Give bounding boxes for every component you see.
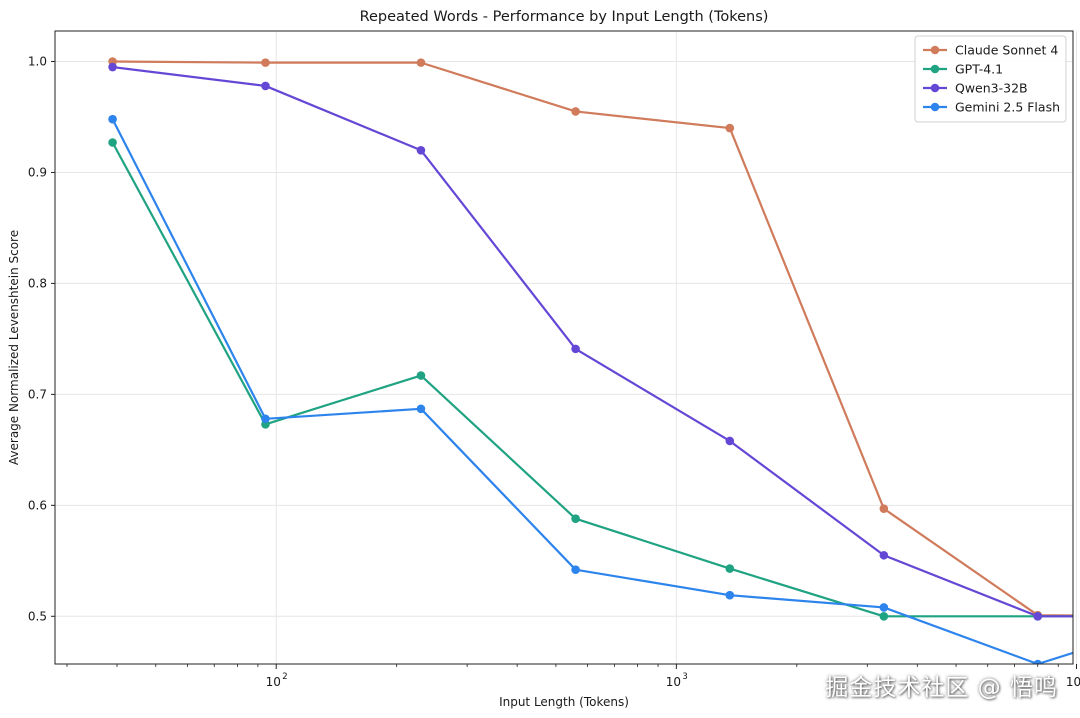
legend-entry-label: Qwen3-32B	[955, 81, 1028, 96]
legend-swatch-marker	[930, 64, 940, 74]
data-point-gpt-4-1	[725, 564, 735, 573]
data-point-qwen3-32b	[879, 550, 889, 560]
chart-title: Repeated Words - Performance by Input Le…	[360, 9, 769, 25]
watermark-text: 掘金技术社区 @ 悟鸣	[825, 675, 1058, 701]
y-tick-label: 0.6	[28, 498, 47, 512]
data-point-gpt-4-1	[571, 514, 580, 523]
data-point-gemini-2-5-flash	[416, 404, 426, 414]
x-tick-label: 10	[666, 675, 681, 689]
plot-frame	[54, 30, 1074, 665]
data-point-gemini-2-5-flash	[108, 114, 117, 124]
y-tick-label: 1.0	[28, 55, 47, 69]
data-point-qwen3-32b	[108, 62, 117, 72]
series-line-gemini-2-5-flash	[111, 118, 1073, 664]
data-point-qwen3-32b	[261, 81, 270, 91]
data-point-gemini-2-5-flash	[261, 414, 270, 424]
grid-lines	[55, 31, 1078, 664]
data-point-claude-sonnet-4	[879, 504, 889, 513]
y-tick-label: 0.9	[28, 165, 47, 179]
y-tick-label: 0.5	[28, 609, 47, 623]
data-point-qwen3-32b	[571, 344, 580, 354]
x-tick-exponent: 3	[682, 672, 687, 682]
data-point-qwen3-32b	[725, 436, 735, 446]
series-line-claude-sonnet-4	[112, 60, 1073, 617]
data-point-gpt-4-1	[108, 138, 117, 147]
x-tick-label: 10	[266, 675, 281, 689]
legend-swatch-marker	[930, 102, 940, 112]
y-tick-label: 0.8	[28, 276, 47, 290]
y-axis-label: Average Normalized Levenshtein Score	[7, 230, 21, 465]
legend-entry-label: Claude Sonnet 4	[955, 43, 1058, 58]
data-point-claude-sonnet-4	[571, 107, 580, 116]
y-tick-label: 0.7	[28, 387, 47, 401]
legend-swatch-marker	[930, 83, 940, 93]
data-point-claude-sonnet-4	[261, 58, 270, 67]
y-axis-ticks: 0.5 0.6 0.7 0.8 0.9 1.0	[28, 55, 55, 623]
legend-entry-label: GPT-4.1	[955, 62, 1003, 77]
legend-entry-label: Gemini 2.5 Flash	[955, 100, 1060, 115]
data-point-gemini-2-5-flash	[725, 590, 735, 600]
series-lines	[111, 60, 1073, 664]
data-point-qwen3-32b	[1033, 611, 1043, 621]
x-axis-label: Input Length (Tokens)	[499, 695, 629, 709]
data-point-qwen3-32b	[416, 145, 426, 155]
series-points	[108, 57, 1043, 664]
x-tick-exponent: 2	[282, 672, 287, 682]
data-point-gpt-4-1	[416, 371, 426, 380]
data-point-gemini-2-5-flash	[879, 603, 889, 612]
series-line-qwen3-32b	[112, 65, 1073, 618]
legend: Claude Sonnet 4 GPT-4.1 Qwen3-32B Gemini 2.…	[914, 35, 1067, 123]
data-point-gemini-2-5-flash	[571, 565, 580, 574]
data-point-gpt-4-1	[879, 611, 889, 621]
x-tick-label: 10	[1066, 675, 1080, 689]
data-point-claude-sonnet-4	[416, 58, 426, 67]
data-point-gemini-2-5-flash	[1033, 659, 1043, 664]
x-axis-ticks: 102103104	[266, 664, 1080, 689]
legend-box	[914, 35, 1067, 123]
data-point-claude-sonnet-4	[725, 123, 735, 133]
legend-swatch-marker	[930, 45, 940, 55]
